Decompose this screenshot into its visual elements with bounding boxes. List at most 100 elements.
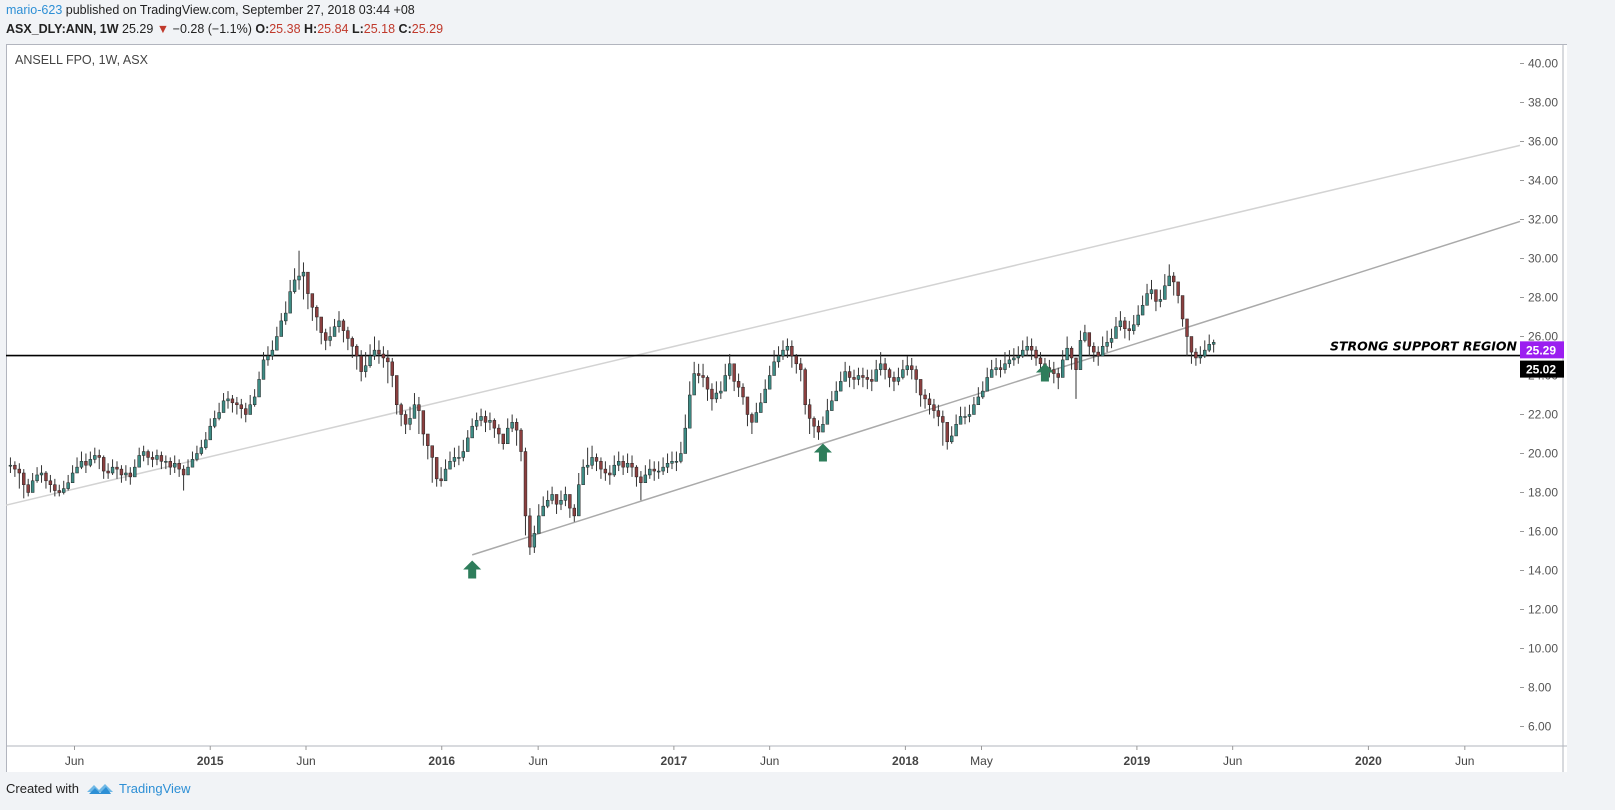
candle-up [612,464,616,476]
candle-up [199,447,204,454]
candle-up [545,500,550,507]
up-arrow-icon [1035,363,1054,382]
candle-up [830,400,834,411]
plot-area[interactable] [6,44,1567,772]
candle-down [44,472,48,482]
candle-down [1123,320,1127,329]
upper-trendline[interactable] [5,144,1521,506]
candle-down [1092,346,1096,353]
candle-up [332,326,337,337]
candle-up [1207,344,1211,351]
x-tick-label: Jun [760,754,779,768]
candle-down [892,377,896,382]
candle-up [470,425,474,439]
candle-down [159,455,164,462]
candle-up [1163,285,1167,300]
candle-up [1012,357,1016,361]
x-tick-label: Jun [1455,754,1474,768]
tradingview-logo-icon[interactable] [86,782,113,796]
x-tick-label: 2019 [1124,754,1151,768]
candle-down [434,457,439,480]
candle-down [1034,349,1038,359]
quote-line: ASX_DLY:ANN, 1W 25.29 ▼ −0.28 (−1.1%) O:… [6,22,443,36]
candle-down [599,461,603,470]
candle-down [177,463,181,470]
candle-up [972,404,976,415]
candle-down [1189,336,1194,353]
candle-up [1114,326,1118,339]
candle-up [1021,349,1025,357]
chart-header: mario-623 published on TradingView.com, … [0,0,1615,44]
candle-down [812,418,816,427]
candle-up [874,369,878,382]
x-tick-label: 2016 [428,754,455,768]
candle-down [1029,346,1034,351]
last-price-badge-label: 25.29 [1526,343,1556,357]
candle-up [1203,349,1207,357]
y-tick-label: 20.00 [1528,447,1558,461]
x-tick-label: Jun [296,754,315,768]
candle-down [568,494,572,509]
candle-up [75,466,79,474]
candle-up [408,418,412,425]
candle-up [212,418,217,427]
candle-up [466,437,470,452]
candle-up [839,381,843,392]
candle-up [878,363,883,370]
candle-up [337,320,341,327]
candle-up [559,500,563,505]
candle-down [497,427,501,435]
candle-up [856,375,861,380]
candle-down [315,307,319,318]
x-tick-label: 2018 [892,754,919,768]
candle-up [488,420,492,423]
candle-up [963,416,967,418]
candle-down [847,371,852,378]
author-link[interactable]: mario-623 [6,3,63,17]
candle-up [905,365,909,370]
candle-down [1180,295,1185,320]
candle-up [834,390,838,402]
candle-down [528,515,532,548]
candle-up [785,346,790,351]
price-change: −0.28 (−1.1%) [172,22,252,36]
x-tick-label: Jun [528,754,547,768]
candle-down [1087,332,1092,347]
tradingview-link[interactable]: TradingView [118,781,191,796]
candle-up [195,453,199,460]
candle-down [732,363,736,382]
candle-down [918,379,923,396]
y-axis[interactable]: 6.00 8.00 10.00 12.00 14.00 16.00 18.00 20.00 22… [1520,57,1558,734]
candle-down [701,375,705,378]
lower-trendline[interactable] [471,220,1521,556]
candle-up [1136,314,1140,326]
x-axis[interactable]: Jun 2015 Jun 2016 Jun 2017 Jun 2018 May 2019 Jun 20… [65,746,1475,768]
y-tick-label: 10.00 [1528,642,1558,656]
candle-down [417,404,421,411]
candle-up [226,398,230,402]
candle-down [13,464,17,470]
open-label: O: [255,22,270,36]
candle-up [643,474,648,484]
candle-down [705,377,710,390]
candle-up [457,457,461,459]
candle-up [825,410,830,425]
support-line-group[interactable]: STRONG SUPPORT REGION [6,339,1520,357]
candle-up [1083,332,1087,341]
candle-up [656,470,661,473]
trend-lines[interactable] [5,144,1521,556]
candle-down [346,330,350,339]
candle-up [288,291,292,314]
candle-down [501,433,505,444]
candle-down [426,433,430,446]
candle-up [950,435,954,443]
candle-up [821,424,825,433]
candle-up [1118,320,1123,327]
candle-down [386,357,390,363]
candle-down [57,490,61,493]
candle-up [133,466,137,478]
arrows [463,363,1054,579]
candle-up [767,375,772,390]
candle-down [421,410,426,435]
